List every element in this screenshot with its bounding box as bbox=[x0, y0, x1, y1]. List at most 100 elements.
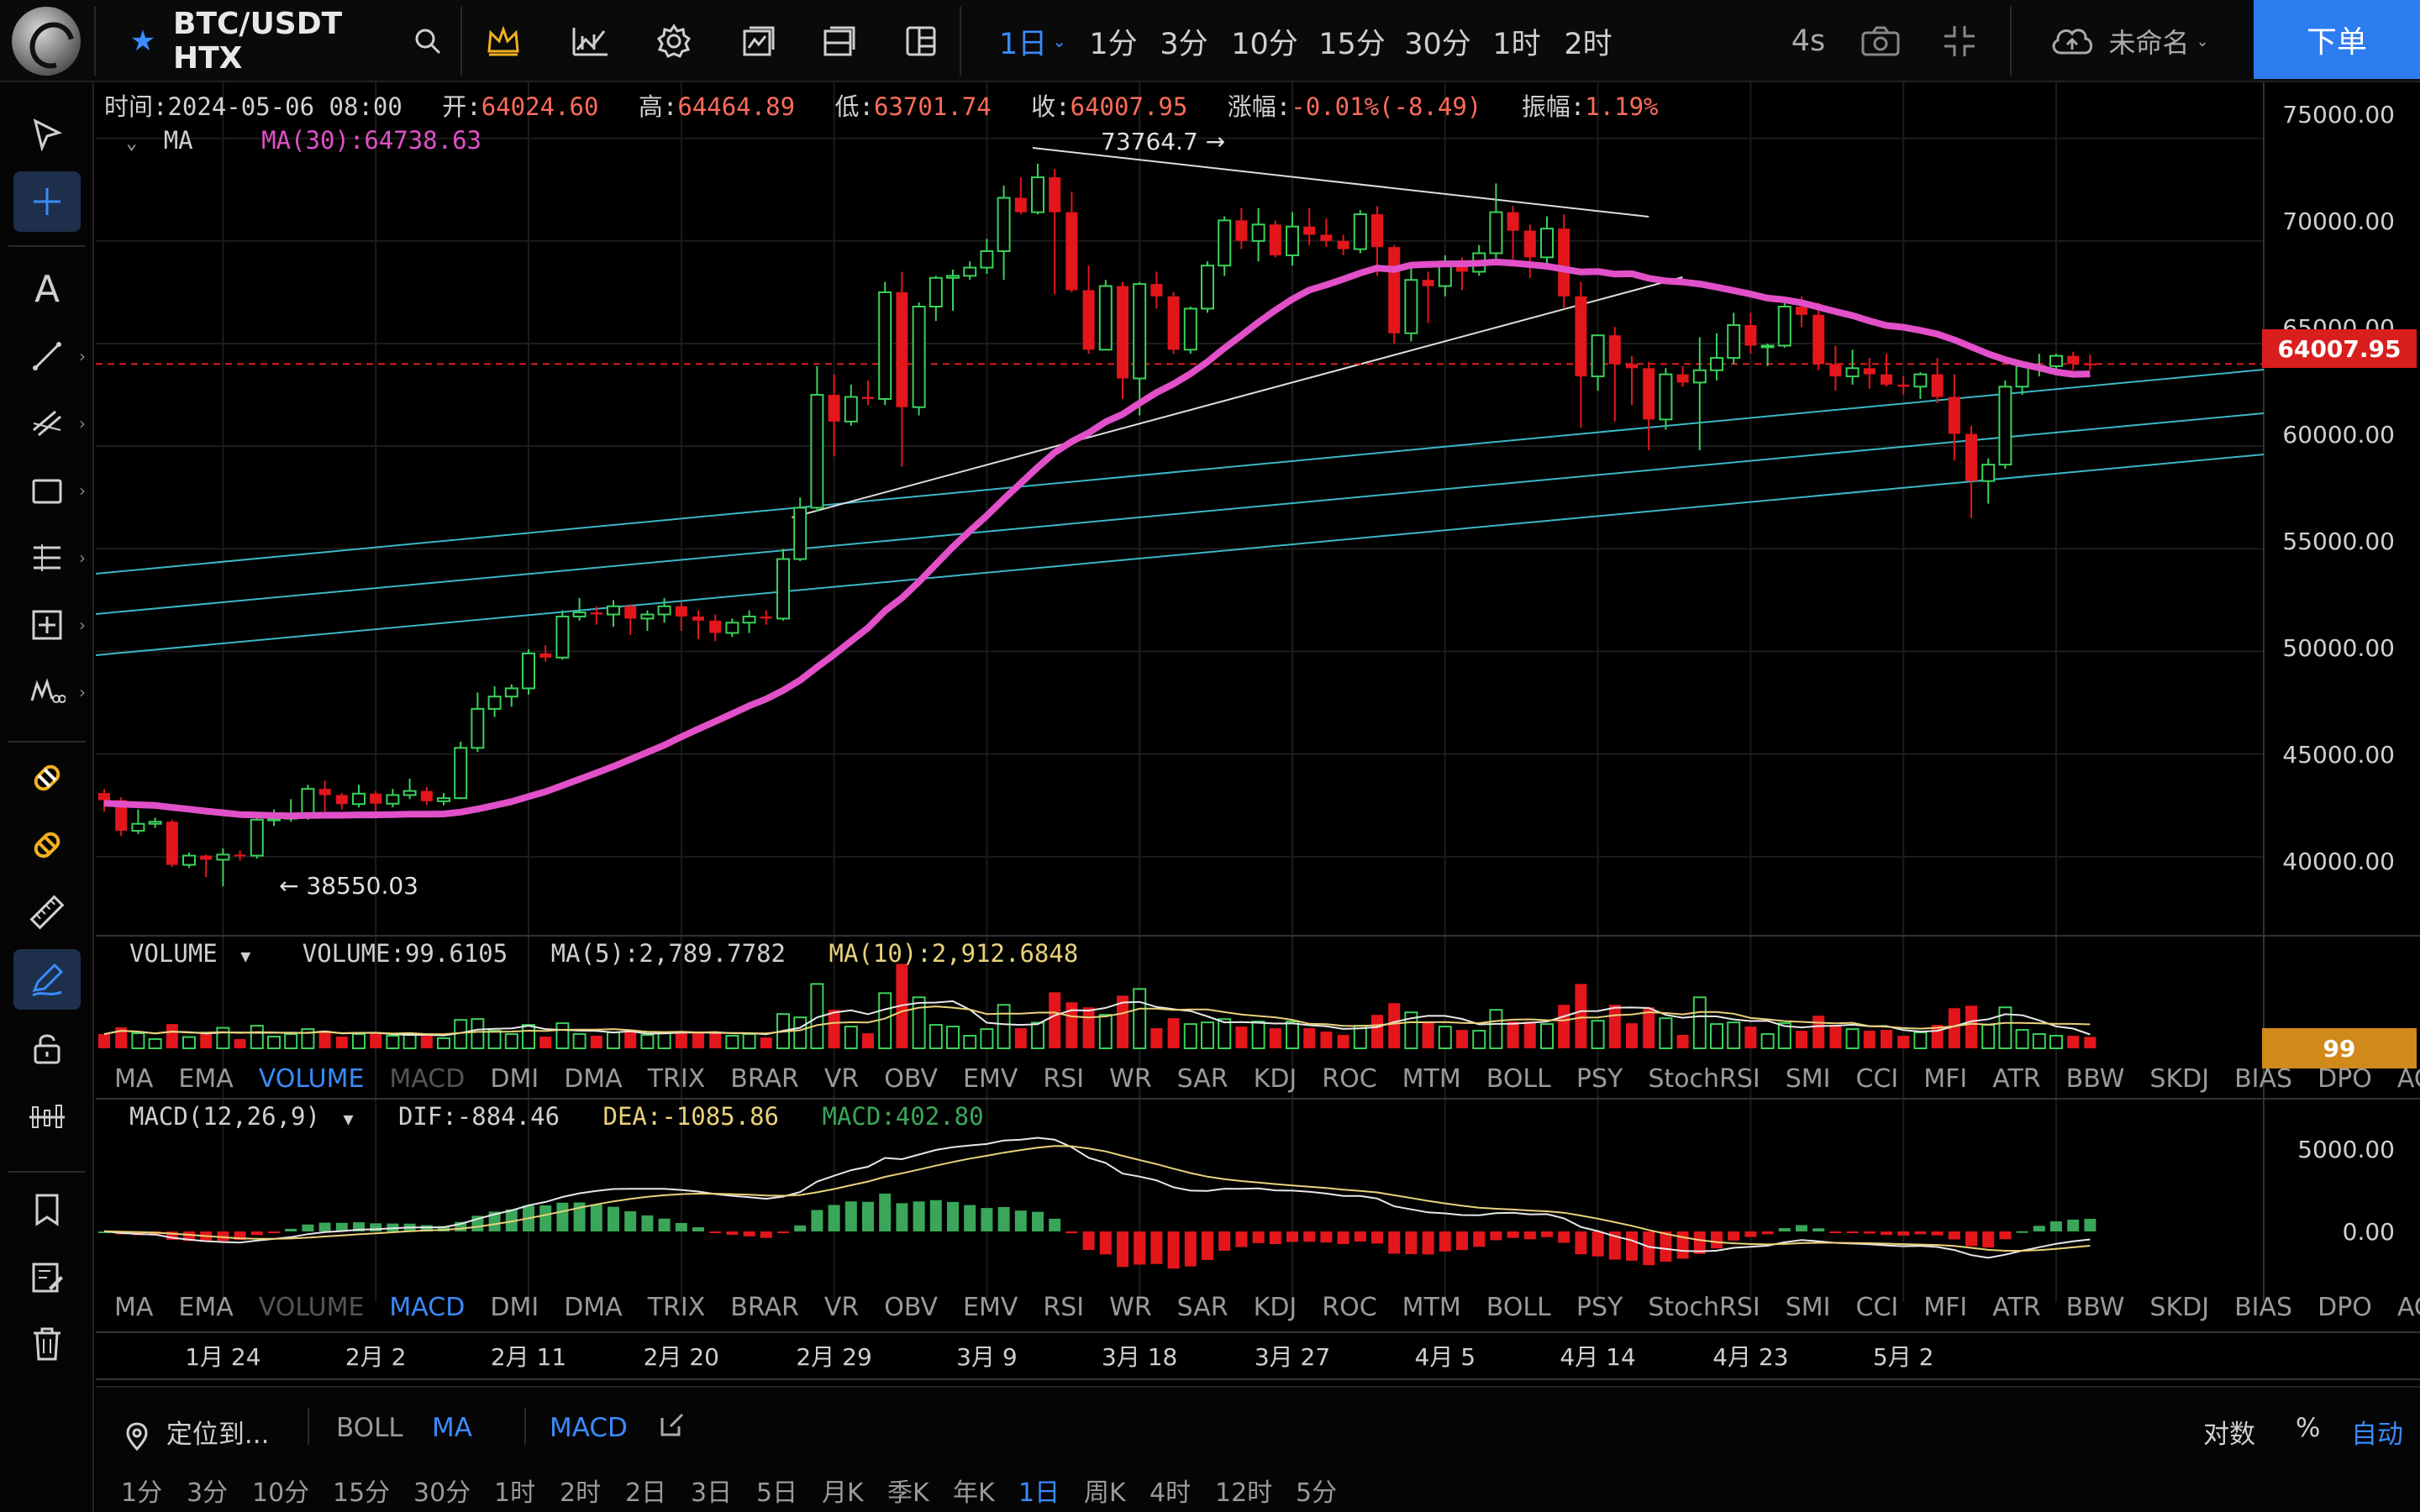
indicator-tab-ao[interactable]: AO bbox=[2396, 1063, 2420, 1094]
caret-down-icon[interactable]: ▼ bbox=[240, 946, 251, 966]
indicator-tab-sar[interactable]: SAR bbox=[1176, 1063, 1228, 1094]
interval-1h[interactable]: 1时 bbox=[1492, 27, 1541, 61]
indicator-tab-kdj[interactable]: KDJ bbox=[1253, 1292, 1297, 1322]
indicator-tab-wr[interactable]: WR bbox=[1109, 1063, 1152, 1094]
indicator-tab-emv[interactable]: EMV bbox=[963, 1063, 1018, 1094]
indicator-tab-cci[interactable]: CCI bbox=[1855, 1063, 1899, 1094]
indicator-tab-smi[interactable]: SMI bbox=[1785, 1063, 1831, 1094]
indicator-tab-skdj[interactable]: SKDJ bbox=[2149, 1292, 2210, 1322]
star-icon[interactable]: ★ bbox=[129, 24, 156, 58]
period-tab[interactable]: 3日 bbox=[691, 1478, 733, 1508]
crown-icon[interactable] bbox=[482, 0, 524, 82]
interval-selector[interactable]: 1日 ⌄ bbox=[995, 0, 1071, 82]
period-tab[interactable]: 5分 bbox=[1296, 1478, 1338, 1508]
edit-list-icon[interactable] bbox=[13, 1247, 81, 1307]
bookmark-icon[interactable] bbox=[13, 1179, 81, 1240]
indicator-tab-dpo[interactable]: DPO bbox=[2317, 1292, 2372, 1322]
split-icon[interactable] bbox=[815, 0, 862, 82]
chart-area[interactable]: 时间:2024-05-06 08:00 开:64024.60 高:64464.8… bbox=[96, 82, 2420, 1386]
period-tab[interactable]: 2时 bbox=[560, 1478, 602, 1508]
hide-drawings-icon[interactable] bbox=[13, 1087, 81, 1147]
indicator-tab-mtm[interactable]: MTM bbox=[1402, 1292, 1461, 1322]
text-tool-icon[interactable]: A bbox=[34, 267, 60, 311]
percent-scale-toggle[interactable]: % bbox=[2296, 1413, 2321, 1443]
magnet-weak-icon[interactable] bbox=[13, 815, 81, 875]
indicator-tab-ma[interactable]: MA bbox=[114, 1063, 154, 1094]
indicator-tab-trix[interactable]: TRIX bbox=[647, 1063, 706, 1094]
crosshair-icon[interactable] bbox=[13, 171, 81, 232]
period-tab[interactable]: 周K bbox=[1084, 1478, 1126, 1508]
wave-pattern-icon[interactable]: › bbox=[13, 662, 86, 722]
collapse-icon[interactable] bbox=[1936, 0, 1983, 82]
main-indicator-ma[interactable]: MA bbox=[432, 1413, 472, 1443]
indicator-tab-vr[interactable]: VR bbox=[823, 1292, 860, 1322]
indicator-tab-bbw[interactable]: BBW bbox=[2065, 1063, 2125, 1094]
chevron-down-icon[interactable]: ⌄ bbox=[126, 133, 138, 154]
search-icon[interactable] bbox=[407, 0, 449, 82]
order-button[interactable]: 下单 bbox=[2254, 0, 2420, 79]
indicator-tab-dma[interactable]: DMA bbox=[564, 1063, 623, 1094]
interval-10m[interactable]: 10分 bbox=[1231, 27, 1298, 61]
indicator-tab-roc[interactable]: ROC bbox=[1322, 1292, 1377, 1322]
indicator-tab-bbw[interactable]: BBW bbox=[2065, 1292, 2125, 1322]
layout-icon[interactable] bbox=[897, 0, 944, 82]
indicator-tab-brar[interactable]: BRAR bbox=[730, 1063, 799, 1094]
cloud-layout-name[interactable]: 未命名 ⌄ bbox=[2104, 0, 2213, 82]
lock-icon[interactable] bbox=[13, 1018, 81, 1079]
rectangle-icon[interactable]: › bbox=[13, 460, 86, 521]
period-tab[interactable]: 年K bbox=[953, 1478, 995, 1508]
period-tab[interactable]: 30分 bbox=[413, 1478, 471, 1508]
indicator-tab-boll[interactable]: BOLL bbox=[1486, 1063, 1551, 1094]
period-tab[interactable]: 1分 bbox=[121, 1478, 163, 1508]
trash-icon[interactable] bbox=[13, 1314, 81, 1374]
indicator-tab-obv[interactable]: OBV bbox=[884, 1292, 939, 1322]
indicator-tab-kdj[interactable]: KDJ bbox=[1253, 1063, 1297, 1094]
indicator-tab-macd[interactable]: MACD bbox=[389, 1063, 466, 1094]
cloud-icon[interactable] bbox=[2047, 0, 2097, 82]
period-tab[interactable]: 12时 bbox=[1215, 1478, 1273, 1508]
caret-down-icon[interactable]: ▼ bbox=[343, 1109, 354, 1129]
ma-legend[interactable]: ⌄ MA MA(30):64738.63 bbox=[126, 126, 481, 155]
indicator-tab-bias[interactable]: BIAS bbox=[2234, 1292, 2293, 1322]
indicator-tab-dpo[interactable]: DPO bbox=[2317, 1063, 2372, 1094]
period-tab[interactable]: 2日 bbox=[625, 1478, 667, 1508]
indicator-tab-rsi[interactable]: RSI bbox=[1043, 1292, 1085, 1322]
indicator-tab-smi[interactable]: SMI bbox=[1785, 1292, 1831, 1322]
indicator-tab-ema[interactable]: EMA bbox=[178, 1292, 234, 1322]
indicator-tab-psy[interactable]: PSY bbox=[1576, 1063, 1623, 1094]
indicator-tab-mtm[interactable]: MTM bbox=[1402, 1063, 1461, 1094]
main-indicator-boll[interactable]: BOLL bbox=[336, 1413, 403, 1443]
sub-indicator-macd[interactable]: MACD bbox=[550, 1413, 628, 1443]
indicator-tab-macd[interactable]: MACD bbox=[389, 1292, 466, 1322]
log-scale-toggle[interactable]: 对数 bbox=[2203, 1420, 2255, 1450]
indicator-tab-trix[interactable]: TRIX bbox=[647, 1292, 706, 1322]
draw-mode-icon[interactable] bbox=[13, 949, 81, 1010]
multi-line-icon[interactable]: › bbox=[13, 393, 86, 454]
period-tab[interactable]: 4时 bbox=[1150, 1478, 1192, 1508]
symbol-title[interactable]: BTC/USDT HTX bbox=[173, 7, 343, 76]
auto-scale-toggle[interactable]: 自动 bbox=[2351, 1420, 2403, 1450]
indicator-tab-rsi[interactable]: RSI bbox=[1043, 1063, 1085, 1094]
interval-15m[interactable]: 15分 bbox=[1318, 27, 1386, 61]
ruler-icon[interactable] bbox=[13, 882, 81, 942]
indicator-tab-emv[interactable]: EMV bbox=[963, 1292, 1018, 1322]
refresh-rate[interactable]: 4s bbox=[1791, 24, 1826, 58]
indicator-tab-vr[interactable]: VR bbox=[823, 1063, 860, 1094]
interval-1m[interactable]: 1分 bbox=[1089, 27, 1138, 61]
exchange-logo[interactable] bbox=[12, 7, 81, 76]
indicator-tab-dmi[interactable]: DMI bbox=[490, 1292, 539, 1322]
indicator-tab-wr[interactable]: WR bbox=[1109, 1292, 1152, 1322]
indicator-tab-sar[interactable]: SAR bbox=[1176, 1292, 1228, 1322]
indicator-tab-bias[interactable]: BIAS bbox=[2234, 1063, 2293, 1094]
interval-30m[interactable]: 30分 bbox=[1404, 27, 1471, 61]
period-tab[interactable]: 5日 bbox=[756, 1478, 798, 1508]
camera-icon[interactable] bbox=[1855, 0, 1906, 82]
chart-canvas[interactable] bbox=[96, 82, 2420, 1386]
macd-name[interactable]: MACD(12,26,9) bbox=[129, 1102, 320, 1131]
interval-3m[interactable]: 3分 bbox=[1160, 27, 1208, 61]
fibonacci-icon[interactable]: › bbox=[34, 544, 86, 571]
gear-icon[interactable] bbox=[650, 0, 697, 82]
period-tab[interactable]: 15分 bbox=[333, 1478, 391, 1508]
indicator-icon[interactable] bbox=[566, 0, 613, 82]
period-tab[interactable]: 3分 bbox=[187, 1478, 229, 1508]
